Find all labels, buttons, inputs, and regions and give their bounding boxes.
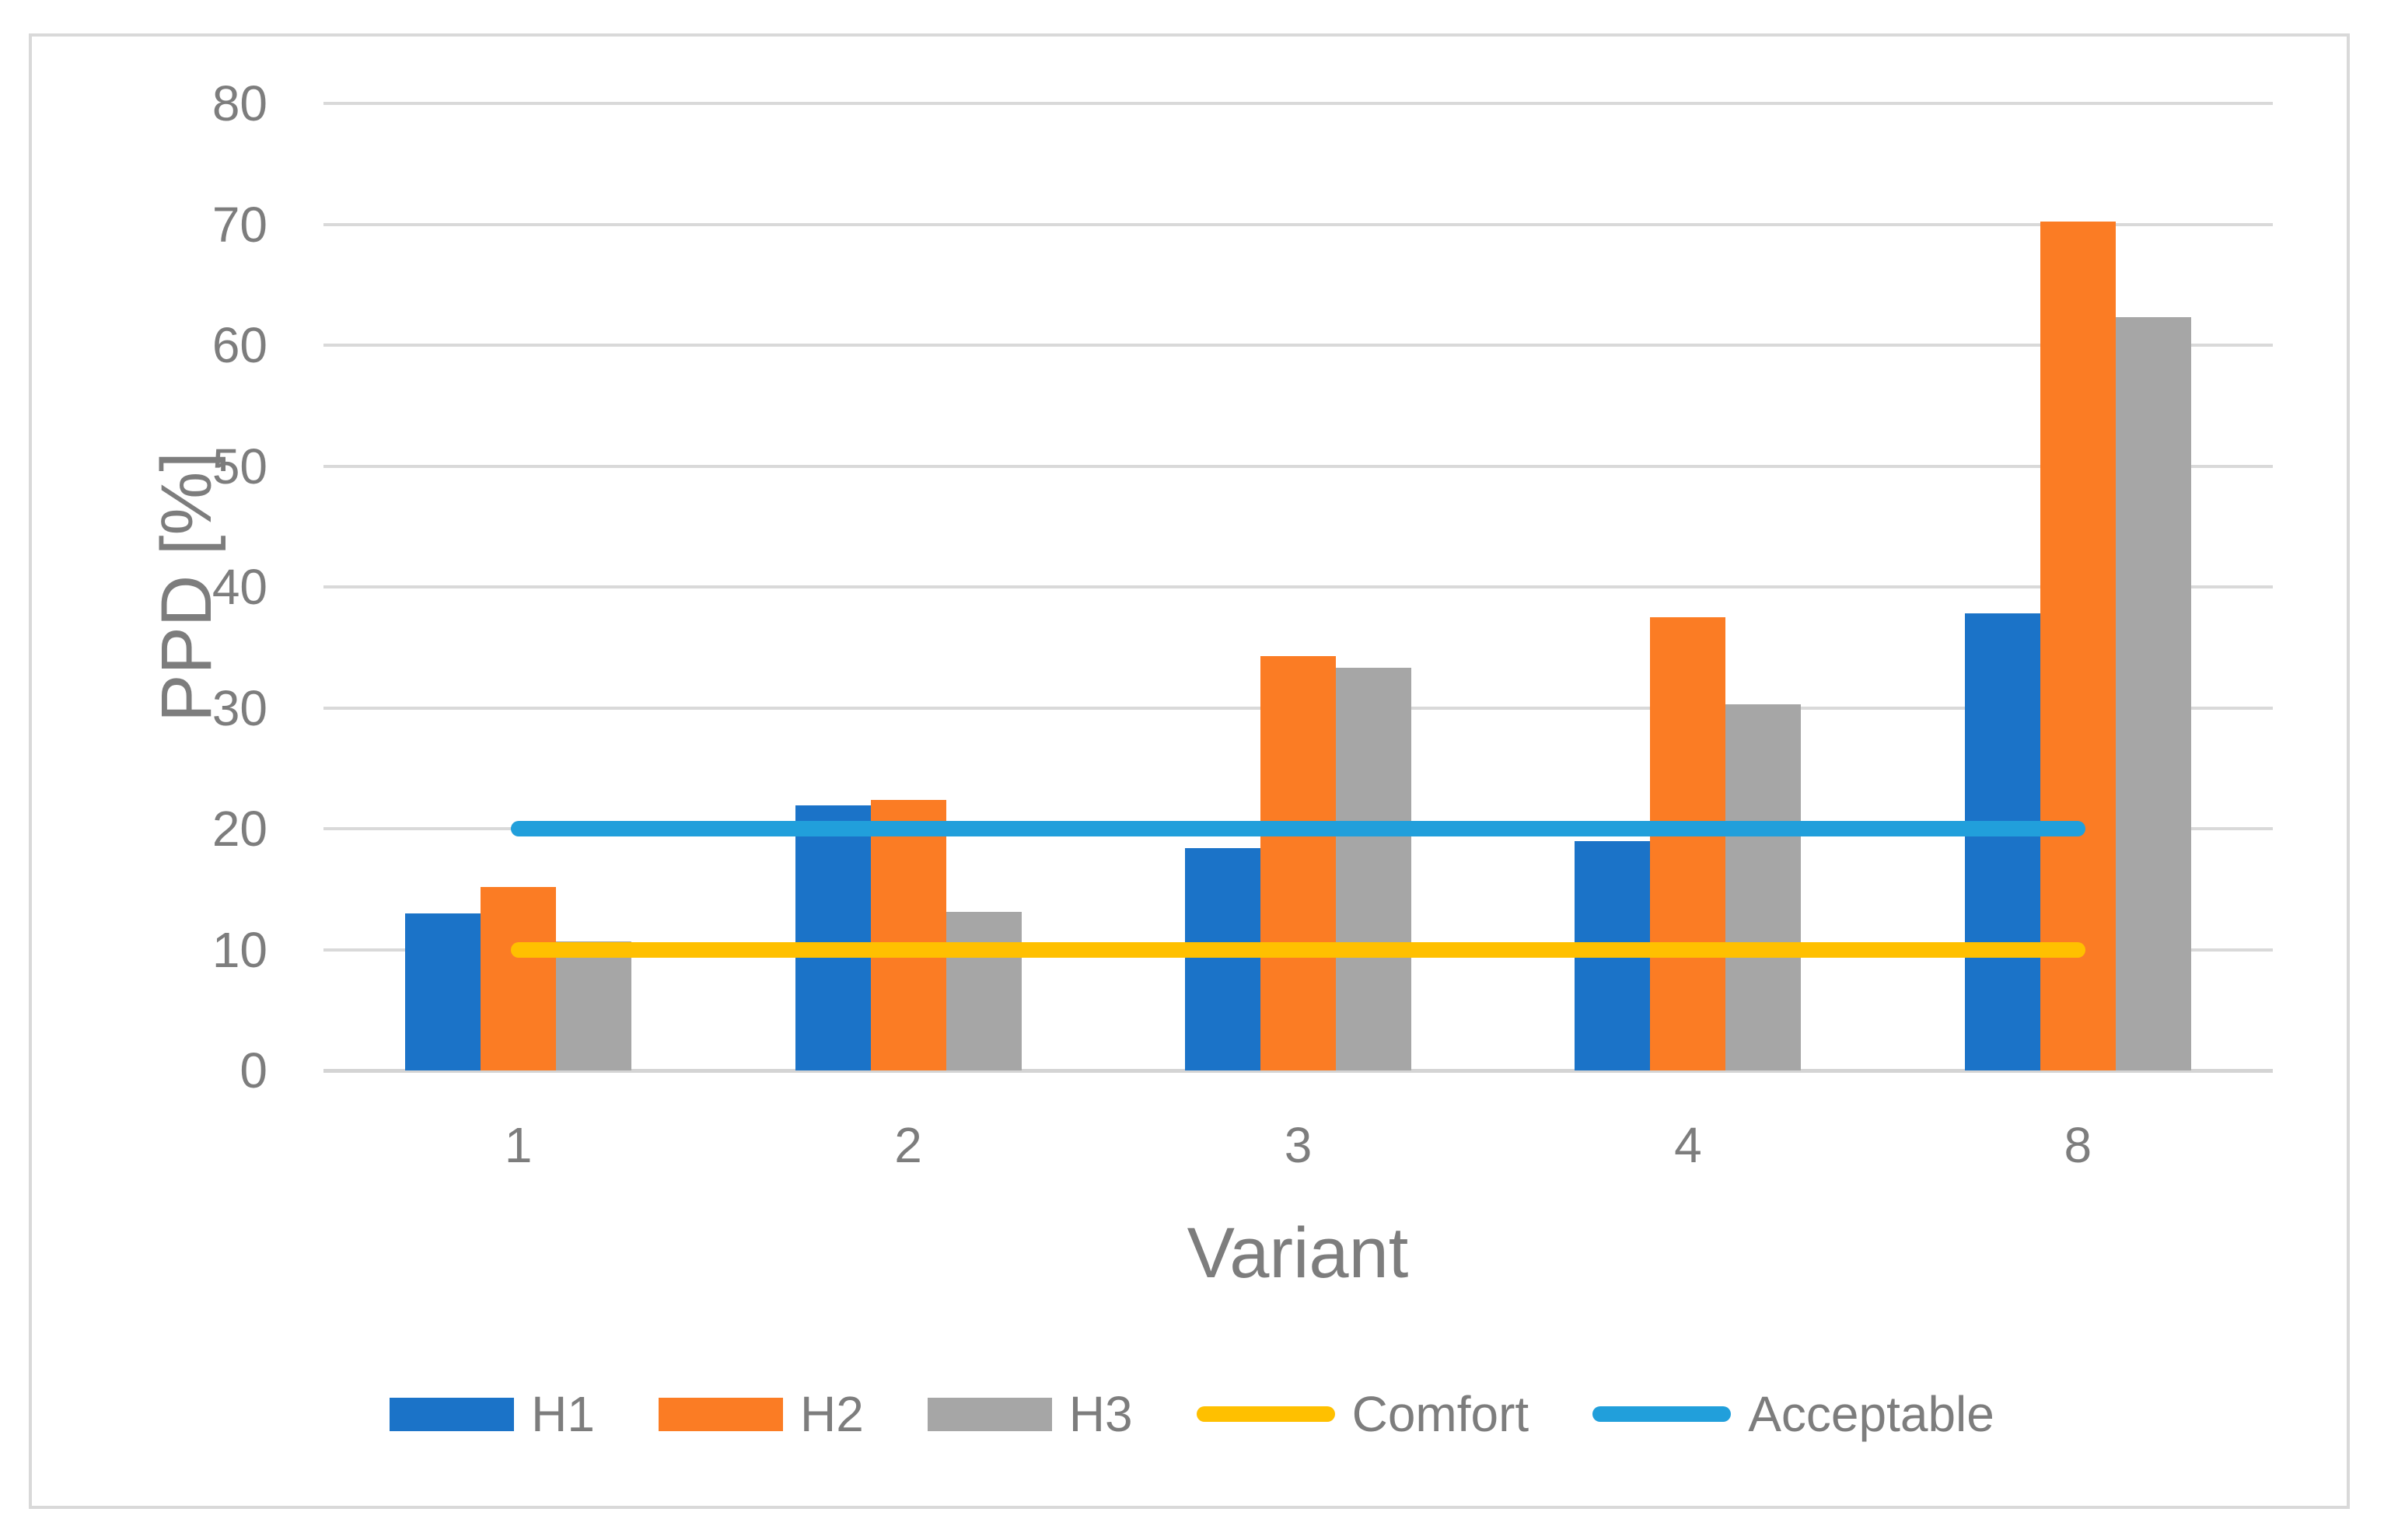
legend-item-acceptable: Acceptable — [1592, 1388, 1994, 1440]
x-tick-label-1: 1 — [504, 1117, 533, 1173]
bar-h2-variant-2 — [870, 799, 946, 1070]
legend: H1 H2 H3 Comfort Acceptable — [0, 1388, 2384, 1440]
legend-swatch-comfort — [1196, 1406, 1335, 1422]
y-tick-label-10: 10 — [211, 921, 267, 978]
bar-h1-variant-3 — [1185, 847, 1260, 1070]
gridline-60 — [323, 344, 2273, 347]
y-tick-label-40: 40 — [211, 559, 267, 615]
bar-h3-variant-8 — [2115, 317, 2191, 1070]
legend-item-h3: H3 — [927, 1386, 1133, 1442]
gridline-40 — [323, 585, 2273, 588]
acceptable-line — [510, 821, 2086, 836]
y-tick-label-80: 80 — [211, 75, 267, 131]
plot-area — [323, 102, 2273, 1073]
legend-swatch-h2 — [658, 1397, 783, 1431]
y-tick-label-0: 0 — [239, 1042, 267, 1098]
x-tick-label-3: 3 — [1284, 1117, 1313, 1173]
bar-h2-variant-3 — [1260, 655, 1336, 1070]
x-axis-title: Variant — [1187, 1213, 1409, 1293]
x-tick-label-8: 8 — [2064, 1117, 2092, 1173]
legend-label-acceptable: Acceptable — [1748, 1386, 1994, 1442]
legend-swatch-h1 — [390, 1397, 515, 1431]
legend-label-h3: H3 — [1068, 1386, 1133, 1442]
y-axis-title: PPD [%] — [147, 452, 226, 722]
y-tick-label-30: 30 — [211, 679, 267, 736]
legend-item-h2: H2 — [658, 1386, 864, 1442]
bar-h2-variant-1 — [481, 886, 557, 1070]
gridline-80 — [323, 102, 2273, 105]
y-tick-label-20: 20 — [211, 801, 267, 857]
y-tick-label-70: 70 — [211, 196, 267, 253]
y-tick-label-50: 50 — [211, 438, 267, 494]
bar-h1-variant-2 — [795, 805, 871, 1070]
legend-swatch-h3 — [927, 1397, 1052, 1431]
legend-swatch-acceptable — [1592, 1406, 1732, 1422]
bar-h3-variant-1 — [556, 941, 632, 1070]
legend-label-h1: H1 — [531, 1386, 595, 1442]
figure-border — [29, 33, 2350, 1509]
gridline-50 — [323, 464, 2273, 468]
comfort-line — [510, 941, 2086, 958]
legend-label-h2: H2 — [799, 1386, 864, 1442]
bar-h3-variant-3 — [1336, 668, 1411, 1070]
bar-h1-variant-1 — [405, 913, 481, 1070]
x-tick-label-4: 4 — [1674, 1117, 1702, 1173]
bar-h3-variant-4 — [1725, 704, 1802, 1070]
legend-item-comfort: Comfort — [1196, 1386, 1529, 1442]
x-axis-line — [323, 1069, 2273, 1073]
bar-h3-variant-2 — [946, 912, 1022, 1070]
legend-label-comfort: Comfort — [1351, 1386, 1529, 1442]
gridline-70 — [323, 222, 2273, 226]
bar-h2-variant-8 — [2040, 222, 2116, 1070]
bar-h2-variant-4 — [1650, 616, 1726, 1070]
bar-h1-variant-8 — [1964, 613, 2040, 1070]
x-tick-label-2: 2 — [894, 1117, 922, 1173]
y-tick-label-60: 60 — [211, 317, 267, 373]
legend-item-h1: H1 — [390, 1388, 595, 1440]
